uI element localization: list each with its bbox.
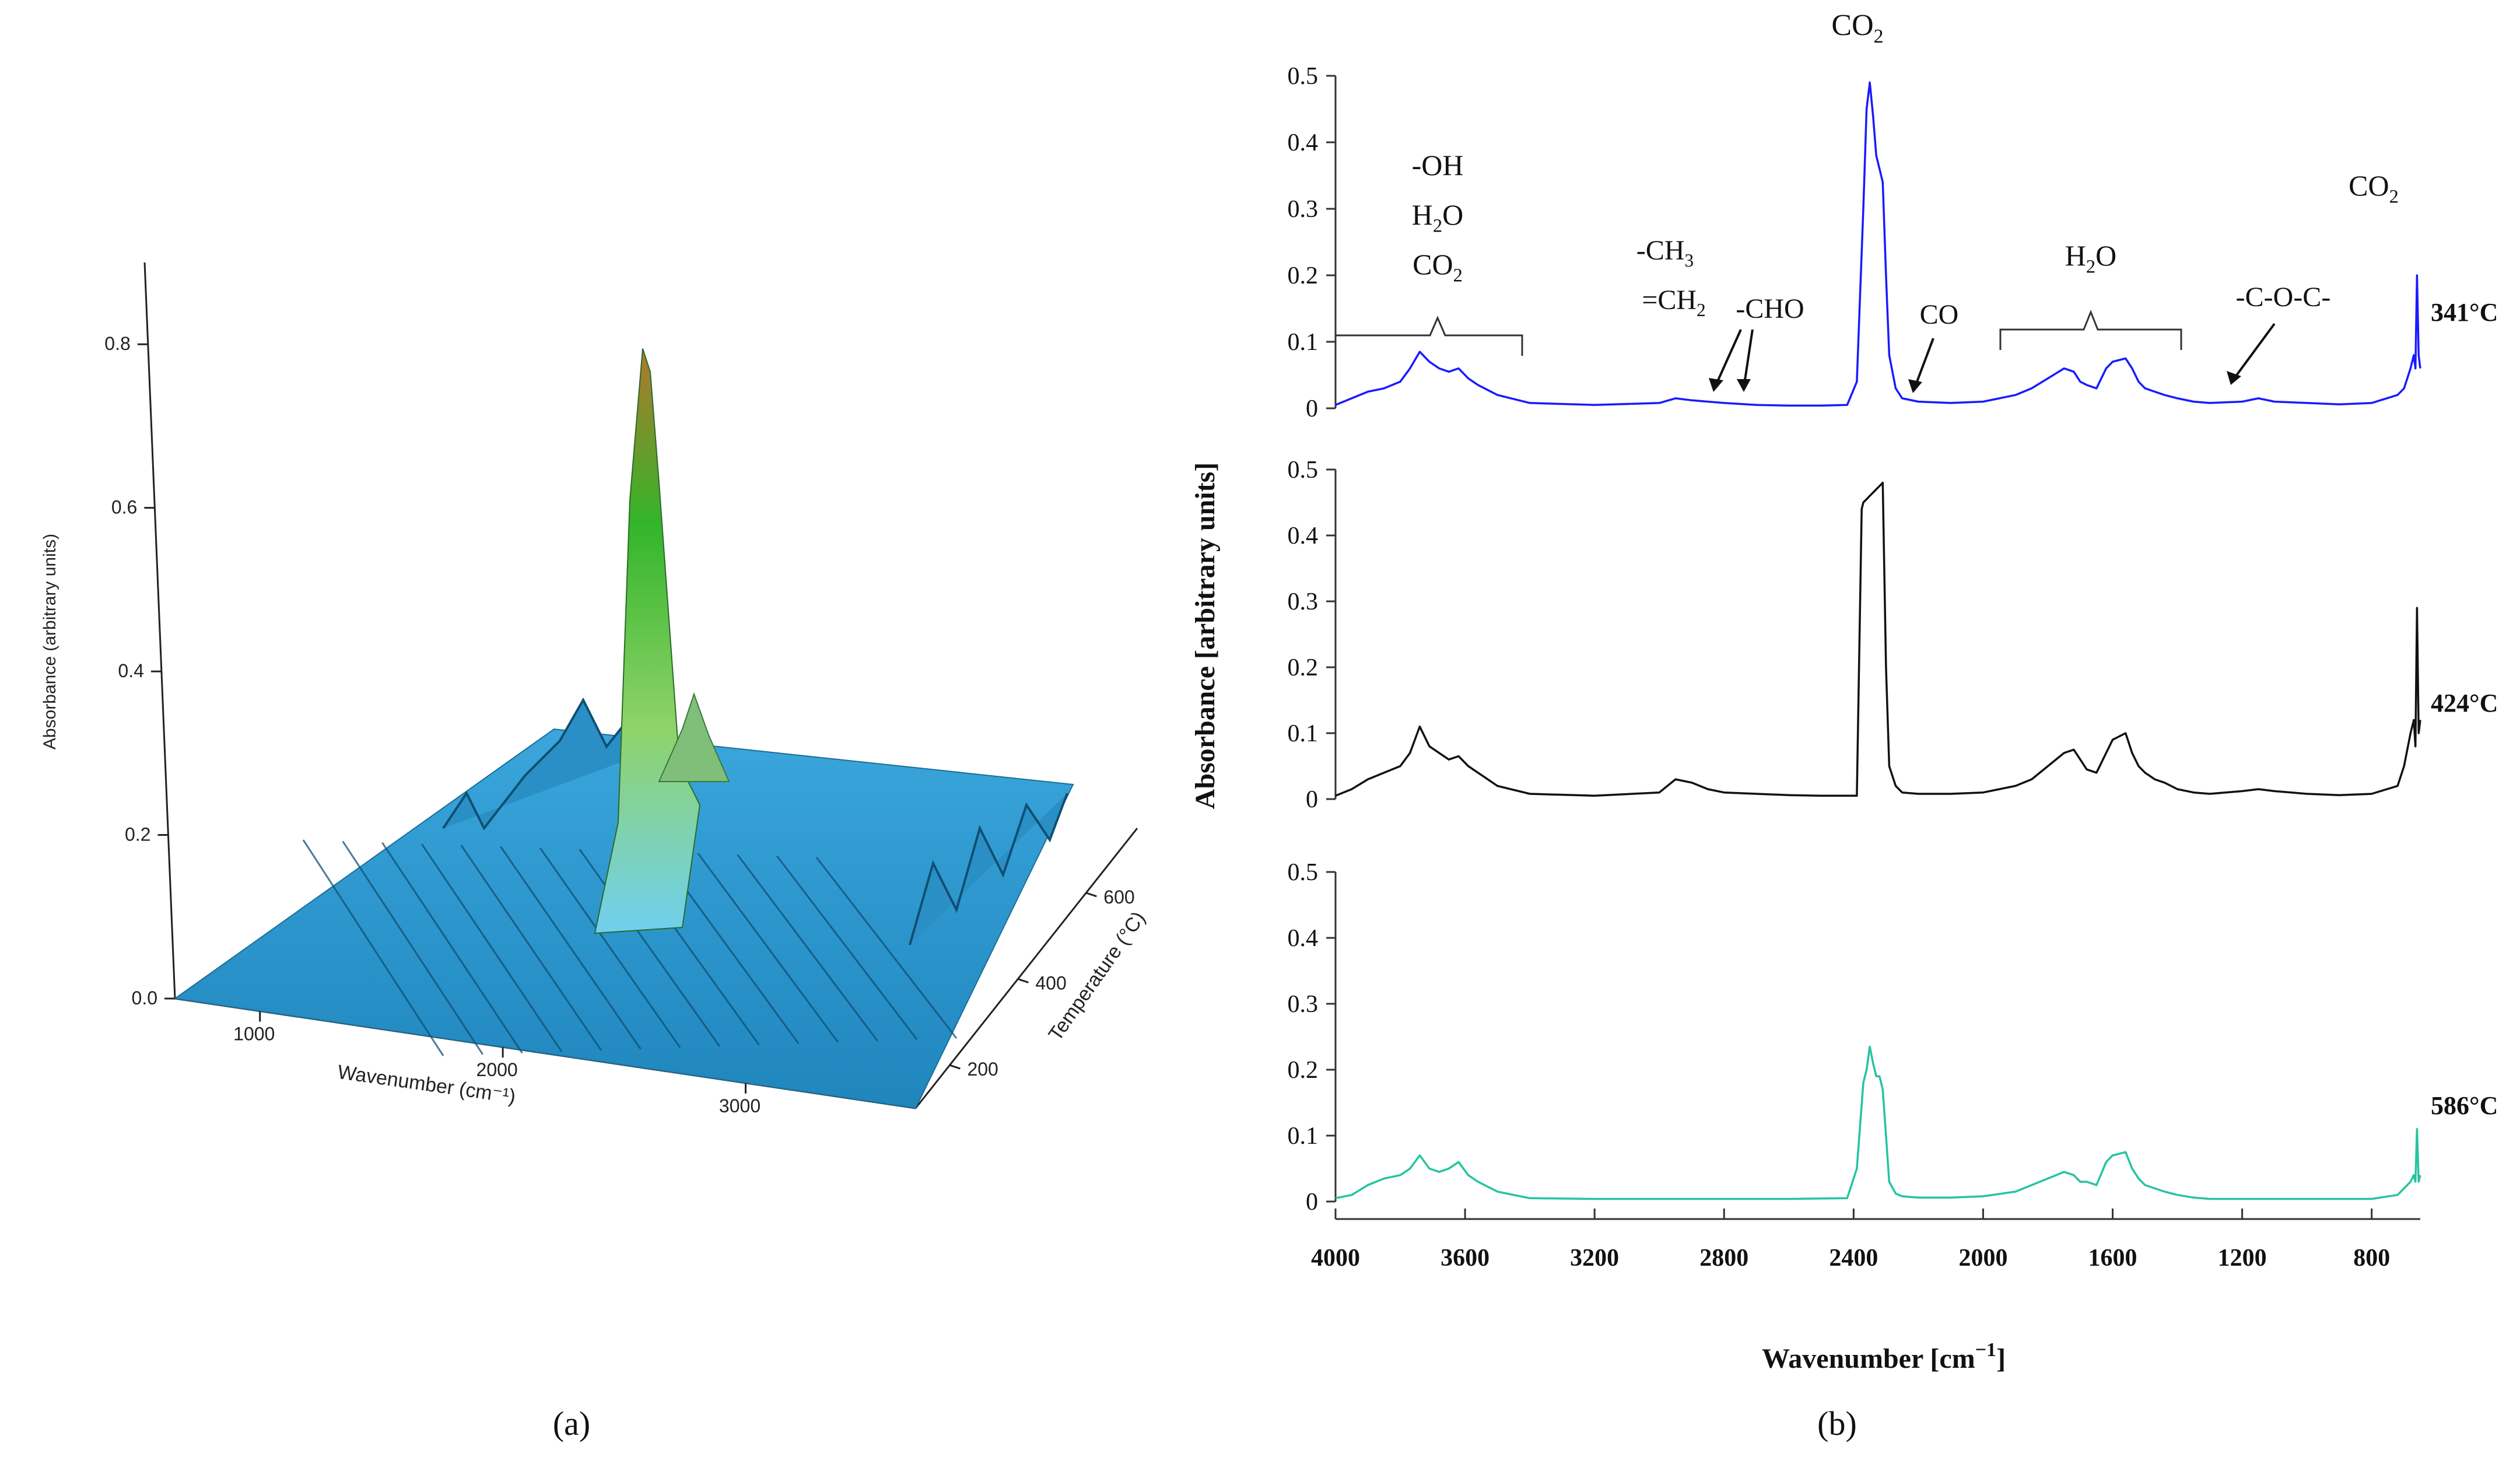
y-tick-label: 0.1 [1288, 1123, 1319, 1150]
y-tick-label: 400 [1035, 972, 1066, 993]
annotation-label: CO2 [1413, 248, 1463, 286]
x-tick-label: 1000 [233, 1024, 275, 1045]
series-line-2 [1335, 1045, 2421, 1200]
y-tick-label: 0.4 [1288, 129, 1319, 156]
y-tick-label: 0.3 [1288, 991, 1319, 1018]
arrow-head [2227, 371, 2241, 385]
surface-ridge-line [460, 845, 602, 1051]
annotation-label: -CHO [1736, 293, 1804, 324]
y-tick-label: 200 [967, 1059, 998, 1080]
annotation-label: CO [1920, 299, 1959, 330]
x-tick-label: 2000 [476, 1059, 518, 1080]
z-tick-label: 0.0 [132, 987, 157, 1008]
series-temperature-label: 424°C [2431, 689, 2498, 717]
panel-b-spectra: 0 0.1 0.2 0.3 0.4 0.5 0 0.1 0.2 0.3 0.4 0.5 0 0.1 0.2 0… [1190, 9, 2498, 1442]
y-tick-mark [949, 1064, 961, 1070]
annotation-label: CO2 [1831, 9, 1883, 47]
surface-ridge-line [342, 840, 483, 1055]
y-tick-label: 0.4 [1288, 523, 1319, 549]
surface-side-peaks-right [909, 793, 1068, 945]
z-tick-label: 0.6 [111, 497, 137, 518]
z-tick-label: 0.4 [118, 660, 143, 681]
panel-b-annotations: -OH H2O CO2 -CH3 =CH2 -CHO CO2 CO H2O -C-O-C- CO2 [1334, 9, 2399, 393]
y-tick-label: 0.2 [1288, 1057, 1319, 1084]
y-axis-label: Absorbance [arbitrary units] [1190, 463, 1221, 810]
y-tick-label: 0 [1306, 1189, 1318, 1216]
surface-secondary-peak [658, 692, 730, 782]
surface-ridge-line [420, 843, 563, 1052]
annotation-label: H2O [2065, 239, 2116, 278]
y-tick-label: 0.2 [1288, 262, 1319, 289]
annotation-label: CO2 [2349, 169, 2399, 208]
x-tick-label: 1200 [2218, 1245, 2267, 1272]
panel-a-label: (a) [553, 1405, 590, 1442]
arrow [1913, 338, 1934, 388]
panel-a-3d-plot: 0.0 0.2 0.4 0.6 0.8 1000 2000 3000 200 400 600 A… [40, 262, 1149, 1442]
surface-ridge-line [302, 839, 444, 1056]
y-tick-label: 0 [1306, 786, 1318, 813]
annotation-label: -OH [1412, 149, 1464, 181]
y-tick-label: 0 [1306, 395, 1318, 422]
surface-ridge-line [579, 849, 721, 1047]
z-axis-label: Absorbance (arbitrary units) [40, 534, 59, 749]
annotation-label: H2O [1412, 198, 1463, 237]
series-temperature-label: 341°C [2431, 298, 2498, 327]
surface-ridge-line [697, 853, 839, 1043]
x-tick-label: 1600 [2088, 1245, 2137, 1272]
x-tick-label: 2400 [1829, 1245, 1878, 1272]
panel-b-axes: 0 0.1 0.2 0.3 0.4 0.5 0 0.1 0.2 0.3 0.4 0.5 0 0.1 0.2 0… [1288, 63, 2420, 1272]
arrow-head [1908, 379, 1922, 393]
x-axis-ticks: 1000 2000 3000 [233, 1011, 760, 1116]
surface-ridge-line [539, 847, 681, 1049]
y-axis-line [914, 828, 1138, 1109]
y-tick-mark [1017, 978, 1029, 983]
y-tick-label: 0.4 [1288, 925, 1319, 952]
arrow [2232, 323, 2276, 380]
y-tick-label: 0.3 [1288, 196, 1319, 223]
series-line-1 [1335, 481, 2421, 797]
y-tick-label: 0.3 [1288, 589, 1319, 615]
series-temperature-label: 586°C [2431, 1091, 2498, 1120]
y-tick-label: 0.5 [1288, 457, 1319, 484]
z-tick-label: 0.2 [125, 824, 150, 845]
y-tick-label: 600 [1103, 887, 1134, 908]
x-tick-label: 2000 [1958, 1245, 2007, 1272]
x-tick-label: 3600 [1440, 1245, 1489, 1272]
annotation-label: =CH2 [1642, 285, 1705, 320]
panel-b-series: 341°C 424°C 586°C [1335, 81, 2498, 1200]
surface-ridge-line [815, 857, 958, 1039]
y-tick-label: 0.5 [1288, 63, 1319, 90]
x-tick-label: 3000 [719, 1095, 760, 1116]
panel-b-label: (b) [1817, 1405, 1857, 1442]
z-tick-label: 0.8 [104, 333, 130, 354]
z-axis-ticks: 0.0 0.2 0.4 0.6 0.8 [104, 333, 175, 1008]
x-axis-label: Wavenumber [cm−1] [1762, 1339, 2006, 1374]
y-tick-label: 0.1 [1288, 329, 1319, 356]
series-line-0 [1335, 81, 2421, 407]
x-tick-label: 3200 [1570, 1245, 1619, 1272]
y-tick-mark [1085, 892, 1097, 898]
x-tick-label: 2800 [1699, 1245, 1748, 1272]
x-tick-label: 800 [2353, 1245, 2390, 1272]
surface-ridge-line [737, 854, 878, 1042]
arrow [1713, 329, 1742, 388]
annotation-label: -CH3 [1636, 235, 1694, 271]
arrow-head [1737, 379, 1751, 392]
y-tick-label: 0.5 [1288, 859, 1319, 886]
y-axis-ticks: 200 400 600 [949, 887, 1135, 1080]
x-tick-label: 4000 [1311, 1245, 1360, 1272]
y-tick-label: 0.2 [1288, 654, 1319, 681]
surface-main-peak [594, 348, 701, 934]
surface-ridge-line [500, 846, 642, 1050]
y-tick-label: 0.1 [1288, 720, 1319, 747]
surface-ridge-line [381, 842, 523, 1054]
surface-ridge-line [776, 855, 918, 1041]
arrow [1743, 329, 1754, 388]
z-axis-line [143, 262, 176, 999]
bracket [1999, 309, 2182, 350]
bracket [1334, 316, 1523, 356]
annotation-label: -C-O-C- [2236, 282, 2331, 313]
arrow-head [1709, 378, 1723, 392]
